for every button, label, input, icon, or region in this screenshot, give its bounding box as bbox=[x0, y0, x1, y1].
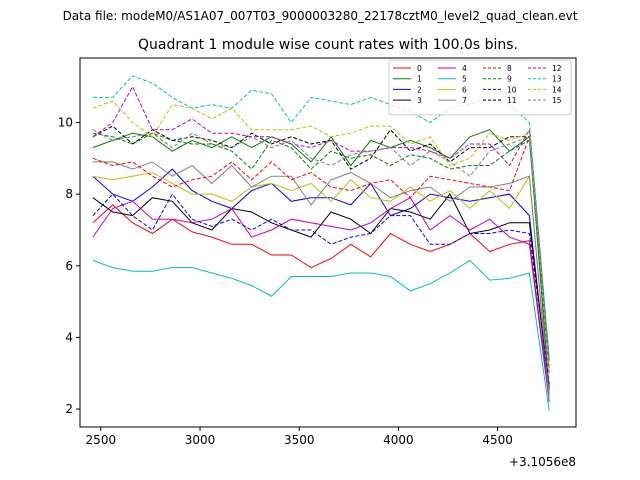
legend-label-2: 2 bbox=[417, 85, 422, 94]
legend-label-8: 8 bbox=[507, 64, 512, 73]
x-axis-offset-label: +3.1056e8 bbox=[509, 455, 576, 469]
series-group bbox=[92, 75, 550, 411]
series-line-0 bbox=[92, 204, 550, 399]
legend-label-1: 1 bbox=[417, 75, 422, 84]
series-line-1 bbox=[92, 129, 550, 392]
x-tick-label: 3500 bbox=[284, 433, 315, 447]
x-tick-label: 3000 bbox=[185, 433, 216, 447]
series-line-9 bbox=[92, 132, 550, 370]
x-tick-label: 4000 bbox=[383, 433, 414, 447]
legend-label-15: 15 bbox=[552, 96, 562, 105]
x-tick-label: 2500 bbox=[86, 433, 117, 447]
series-line-4 bbox=[92, 197, 550, 402]
axes-frame bbox=[79, 57, 577, 428]
y-tick-label: 2 bbox=[65, 402, 73, 416]
legend-label-3: 3 bbox=[417, 96, 422, 105]
legend-label-12: 12 bbox=[552, 64, 562, 73]
legend-label-14: 14 bbox=[552, 85, 562, 94]
plot-area: 2500 3000 3500 4000 450024681001234567891011… bbox=[58, 57, 577, 447]
legend-label-13: 13 bbox=[552, 75, 562, 84]
legend-label-10: 10 bbox=[507, 85, 517, 94]
legend-label-5: 5 bbox=[462, 75, 467, 84]
data-file-label: Data file: modeM0/AS1A07_007T03_90000032… bbox=[63, 9, 578, 23]
chart-title: Quadrant 1 module wise count rates with … bbox=[138, 37, 518, 53]
legend-label-4: 4 bbox=[462, 64, 467, 73]
legend-label-0: 0 bbox=[417, 64, 422, 73]
legend-label-6: 6 bbox=[462, 85, 467, 94]
series-line-5 bbox=[92, 259, 550, 411]
legend-label-9: 9 bbox=[507, 75, 512, 84]
series-line-14 bbox=[92, 100, 550, 374]
legend-box bbox=[388, 59, 572, 116]
series-line-15 bbox=[92, 129, 550, 367]
y-tick-label: 6 bbox=[65, 259, 73, 273]
series-line-7 bbox=[92, 161, 550, 395]
series-line-11 bbox=[92, 125, 550, 363]
series-line-8 bbox=[92, 136, 550, 374]
series-line-12 bbox=[92, 85, 550, 359]
series-line-10 bbox=[92, 193, 550, 385]
x-tick-label: 4500 bbox=[482, 433, 513, 447]
y-tick-label: 10 bbox=[58, 115, 73, 129]
legend-label-11: 11 bbox=[507, 96, 517, 105]
legend-label-7: 7 bbox=[462, 96, 467, 105]
series-line-2 bbox=[92, 168, 550, 395]
y-tick-label: 8 bbox=[65, 187, 73, 201]
y-tick-label: 4 bbox=[65, 330, 73, 344]
